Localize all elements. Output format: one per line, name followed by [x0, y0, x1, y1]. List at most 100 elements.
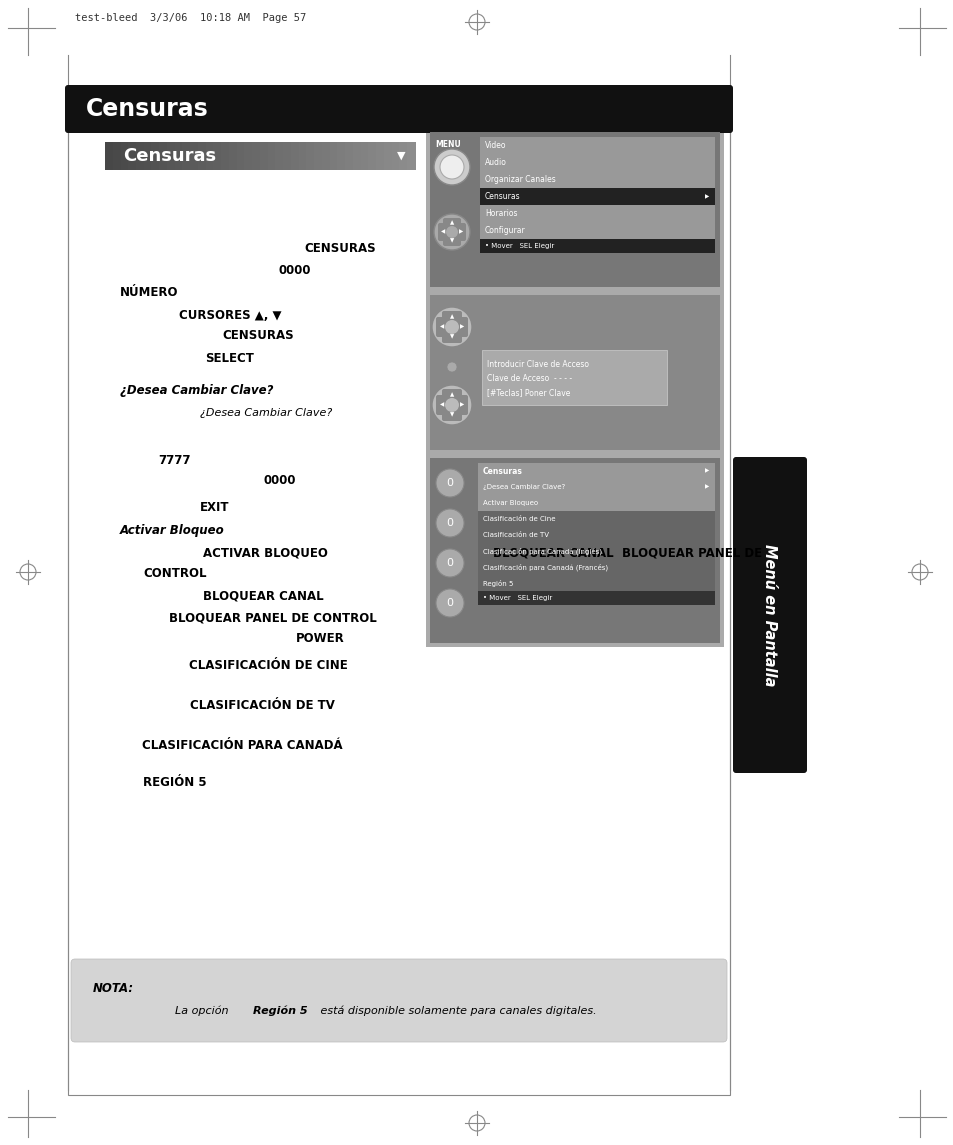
- Text: 0: 0: [446, 518, 453, 528]
- FancyBboxPatch shape: [477, 511, 714, 527]
- Text: BLOQUEAR PANEL DE CONTROL: BLOQUEAR PANEL DE CONTROL: [169, 611, 376, 624]
- Text: La opción: La opción: [174, 1005, 232, 1017]
- FancyBboxPatch shape: [430, 458, 720, 643]
- FancyBboxPatch shape: [353, 142, 361, 169]
- Text: ▶: ▶: [459, 324, 464, 330]
- Text: Clave de Acceso  - - - -: Clave de Acceso - - - -: [486, 374, 572, 382]
- Text: BLOQUEAR PANEL DE: BLOQUEAR PANEL DE: [621, 546, 761, 560]
- FancyBboxPatch shape: [442, 218, 460, 246]
- FancyBboxPatch shape: [479, 239, 714, 253]
- FancyBboxPatch shape: [144, 142, 152, 169]
- FancyBboxPatch shape: [291, 142, 299, 169]
- Text: Menú en Pantalla: Menú en Pantalla: [761, 544, 777, 686]
- FancyBboxPatch shape: [268, 142, 276, 169]
- Text: ▲: ▲: [450, 393, 454, 397]
- FancyBboxPatch shape: [105, 142, 113, 169]
- Text: NOTA:: NOTA:: [92, 981, 134, 995]
- FancyBboxPatch shape: [479, 222, 714, 239]
- FancyBboxPatch shape: [244, 142, 253, 169]
- Text: ▶: ▶: [704, 468, 708, 474]
- FancyBboxPatch shape: [477, 575, 714, 591]
- FancyBboxPatch shape: [71, 960, 726, 1042]
- Text: Clasificación para Canadá (Francés): Clasificación para Canadá (Francés): [482, 563, 607, 570]
- FancyBboxPatch shape: [479, 153, 714, 171]
- Text: CLASIFICACIÓN DE TV: CLASIFICACIÓN DE TV: [190, 698, 335, 711]
- FancyBboxPatch shape: [229, 142, 237, 169]
- FancyBboxPatch shape: [174, 142, 183, 169]
- FancyBboxPatch shape: [112, 142, 121, 169]
- Text: CURSORES ▲, ▼: CURSORES ▲, ▼: [178, 308, 281, 322]
- Text: Video: Video: [484, 141, 506, 150]
- Circle shape: [432, 385, 472, 425]
- FancyBboxPatch shape: [477, 543, 714, 559]
- Text: ▼: ▼: [450, 238, 454, 244]
- FancyBboxPatch shape: [436, 395, 468, 414]
- Text: ▶: ▶: [458, 229, 462, 235]
- Text: POWER: POWER: [295, 632, 344, 645]
- FancyBboxPatch shape: [441, 389, 461, 421]
- Text: ▶: ▶: [459, 403, 464, 408]
- FancyBboxPatch shape: [68, 131, 729, 1095]
- FancyBboxPatch shape: [128, 142, 137, 169]
- FancyBboxPatch shape: [392, 142, 400, 169]
- Circle shape: [434, 149, 470, 185]
- Text: Censuras: Censuras: [482, 466, 522, 475]
- FancyBboxPatch shape: [479, 205, 714, 222]
- Circle shape: [434, 214, 470, 250]
- FancyBboxPatch shape: [430, 295, 720, 450]
- FancyBboxPatch shape: [426, 291, 723, 455]
- Text: ◀: ◀: [439, 403, 444, 408]
- Text: 0: 0: [446, 598, 453, 608]
- Text: está disponible solamente para canales digitales.: está disponible solamente para canales d…: [316, 1005, 596, 1017]
- Text: ¿Desea Cambiar Clave?: ¿Desea Cambiar Clave?: [120, 384, 274, 396]
- FancyBboxPatch shape: [368, 142, 376, 169]
- Text: Organizar Canales: Organizar Canales: [484, 175, 556, 184]
- FancyBboxPatch shape: [167, 142, 175, 169]
- Text: Región 5: Región 5: [253, 1005, 307, 1017]
- FancyBboxPatch shape: [314, 142, 323, 169]
- Text: CLASIFICACIÓN DE CINE: CLASIFICACIÓN DE CINE: [189, 658, 347, 671]
- Text: BLOQUEAR CANAL: BLOQUEAR CANAL: [492, 546, 613, 560]
- FancyBboxPatch shape: [298, 142, 307, 169]
- Text: BLOQUEAR CANAL: BLOQUEAR CANAL: [202, 590, 323, 602]
- FancyBboxPatch shape: [65, 85, 732, 133]
- FancyBboxPatch shape: [337, 142, 346, 169]
- Text: CLASIFICACIÓN PARA CANADÁ: CLASIFICACIÓN PARA CANADÁ: [142, 739, 342, 751]
- Circle shape: [444, 398, 458, 412]
- Text: Censuras: Censuras: [484, 192, 520, 202]
- Text: Horarios: Horarios: [484, 210, 517, 218]
- Text: ▲: ▲: [450, 221, 454, 226]
- Text: 7777: 7777: [158, 453, 191, 466]
- Text: 0000: 0000: [278, 263, 311, 276]
- Text: CENSURAS: CENSURAS: [304, 242, 375, 254]
- FancyBboxPatch shape: [182, 142, 191, 169]
- Text: Introducir Clave de Acceso: Introducir Clave de Acceso: [486, 360, 588, 369]
- Text: Censuras: Censuras: [86, 97, 209, 121]
- Circle shape: [439, 155, 463, 179]
- Text: • Mover   SEL Elegir: • Mover SEL Elegir: [484, 243, 554, 248]
- Circle shape: [432, 307, 472, 347]
- Text: ▶: ▶: [704, 484, 708, 490]
- Circle shape: [444, 319, 458, 334]
- FancyBboxPatch shape: [436, 317, 468, 337]
- Circle shape: [436, 589, 463, 617]
- Text: [#Teclas] Poner Clave: [#Teclas] Poner Clave: [486, 388, 570, 397]
- Text: ◀: ◀: [439, 324, 444, 330]
- Text: ¿Desea Cambiar Clave?: ¿Desea Cambiar Clave?: [200, 408, 332, 418]
- FancyBboxPatch shape: [441, 311, 461, 343]
- Text: Clasificación para Canadá (Inglés): Clasificación para Canadá (Inglés): [482, 547, 601, 554]
- FancyBboxPatch shape: [375, 142, 385, 169]
- FancyBboxPatch shape: [213, 142, 222, 169]
- FancyBboxPatch shape: [732, 457, 806, 773]
- FancyBboxPatch shape: [477, 495, 714, 511]
- Text: Clasificación de Cine: Clasificación de Cine: [482, 516, 555, 522]
- FancyBboxPatch shape: [306, 142, 314, 169]
- Text: 0000: 0000: [263, 474, 296, 487]
- FancyBboxPatch shape: [426, 128, 723, 291]
- FancyBboxPatch shape: [206, 142, 214, 169]
- FancyBboxPatch shape: [481, 350, 666, 405]
- FancyBboxPatch shape: [477, 479, 714, 495]
- FancyBboxPatch shape: [426, 455, 723, 647]
- FancyBboxPatch shape: [345, 142, 354, 169]
- Circle shape: [446, 226, 457, 238]
